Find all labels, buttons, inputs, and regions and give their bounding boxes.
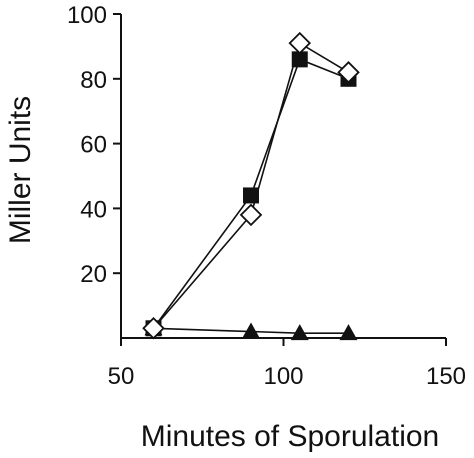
triangle-filled-point-2 bbox=[242, 322, 260, 339]
x-tick-label-100: 100 bbox=[263, 363, 303, 390]
y-tick-label-100: 100 bbox=[67, 2, 107, 29]
x-tick-label-50: 50 bbox=[108, 363, 135, 390]
y-tick-label-20: 20 bbox=[80, 261, 107, 288]
diamond-open-point-2 bbox=[239, 203, 263, 227]
diamond-open-point-4 bbox=[337, 61, 360, 84]
series-lines bbox=[152, 41, 349, 334]
series-line-diamond-open bbox=[152, 41, 349, 329]
y-tick-label-60: 60 bbox=[80, 132, 107, 159]
y-axis-title: Miller Units bbox=[4, 96, 37, 244]
x-tick-label-150: 150 bbox=[426, 363, 466, 390]
square-filled-point-3 bbox=[291, 51, 308, 68]
triangle-filled-point-4 bbox=[339, 324, 358, 341]
y-tick-label-40: 40 bbox=[80, 196, 107, 223]
triangle-filled-point-3 bbox=[290, 324, 309, 341]
data-markers bbox=[142, 31, 360, 341]
x-axis-title: Minutes of Sporulation bbox=[141, 420, 440, 453]
y-tick-label-80: 80 bbox=[80, 67, 107, 94]
diamond-open-point-1 bbox=[142, 317, 165, 340]
tick-marks bbox=[113, 13, 447, 346]
series-line-triangle-filled bbox=[153, 327, 349, 334]
diamond-open-point-3 bbox=[288, 31, 312, 55]
axes bbox=[120, 14, 446, 339]
tick-labels: 20 40 60 80 100 50 100 150 bbox=[67, 2, 466, 390]
square-filled-point-2 bbox=[243, 187, 259, 204]
